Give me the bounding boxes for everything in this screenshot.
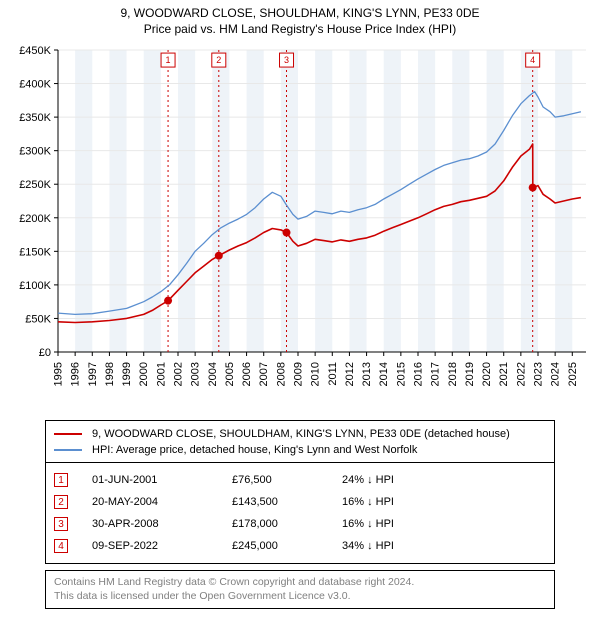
chart-titles: 9, WOODWARD CLOSE, SHOULDHAM, KING'S LYN…: [0, 0, 600, 36]
svg-text:£400K: £400K: [19, 79, 51, 91]
svg-text:2003: 2003: [190, 362, 202, 386]
svg-text:1995: 1995: [53, 362, 65, 386]
event-price: £245,000: [232, 540, 342, 552]
svg-text:£50K: £50K: [25, 313, 51, 325]
svg-text:2006: 2006: [241, 362, 253, 386]
legend-swatch-price-paid: [54, 433, 82, 435]
chart-svg: £0 £50K £100K £150K £200K £250K £300K £350K £400…: [0, 42, 600, 417]
event-pct: 34% ↓ HPI: [342, 540, 462, 552]
event-marker-2: 2: [54, 495, 68, 509]
svg-text:2019: 2019: [464, 362, 476, 386]
svg-text:£250K: £250K: [19, 179, 51, 191]
svg-text:1996: 1996: [70, 362, 82, 386]
svg-text:2021: 2021: [498, 362, 510, 386]
chart-container: { "title_main": "9, WOODWARD CLOSE, SHOU…: [0, 0, 600, 620]
legend: 9, WOODWARD CLOSE, SHOULDHAM, KING'S LYN…: [45, 420, 555, 464]
event-date: 30-APR-2008: [92, 518, 232, 530]
event-marker-4: 4: [54, 539, 68, 553]
event-row: 1 01-JUN-2001 £76,500 24% ↓ HPI: [54, 469, 546, 491]
footer-attribution: Contains HM Land Registry data © Crown c…: [45, 570, 555, 609]
svg-text:£150K: £150K: [19, 246, 51, 258]
events-table: 1 01-JUN-2001 £76,500 24% ↓ HPI 2 20-MAY…: [45, 462, 555, 564]
svg-text:2013: 2013: [361, 362, 373, 386]
title-main: 9, WOODWARD CLOSE, SHOULDHAM, KING'S LYN…: [0, 6, 600, 20]
legend-swatch-hpi: [54, 449, 82, 451]
svg-text:4: 4: [530, 55, 535, 65]
event-price: £76,500: [232, 474, 342, 486]
svg-text:2004: 2004: [207, 362, 219, 386]
svg-text:£100K: £100K: [19, 280, 51, 292]
legend-label: HPI: Average price, detached house, King…: [92, 444, 417, 456]
legend-item-price-paid: 9, WOODWARD CLOSE, SHOULDHAM, KING'S LYN…: [54, 426, 546, 442]
event-row: 2 20-MAY-2004 £143,500 16% ↓ HPI: [54, 491, 546, 513]
svg-text:2007: 2007: [258, 362, 270, 386]
svg-text:2012: 2012: [344, 362, 356, 386]
svg-text:2008: 2008: [275, 362, 287, 386]
event-row: 4 09-SEP-2022 £245,000 34% ↓ HPI: [54, 535, 546, 557]
svg-text:2002: 2002: [173, 362, 185, 386]
legend-label: 9, WOODWARD CLOSE, SHOULDHAM, KING'S LYN…: [92, 428, 510, 440]
event-price: £143,500: [232, 496, 342, 508]
event-row: 3 30-APR-2008 £178,000 16% ↓ HPI: [54, 513, 546, 535]
svg-text:2014: 2014: [378, 362, 390, 386]
event-date: 20-MAY-2004: [92, 496, 232, 508]
svg-text:£450K: £450K: [19, 45, 51, 57]
legend-item-hpi: HPI: Average price, detached house, King…: [54, 442, 546, 458]
svg-text:2024: 2024: [550, 362, 562, 386]
svg-text:2: 2: [216, 55, 221, 65]
svg-text:2015: 2015: [395, 362, 407, 386]
svg-text:2017: 2017: [430, 362, 442, 386]
event-date: 09-SEP-2022: [92, 540, 232, 552]
svg-text:£300K: £300K: [19, 146, 51, 158]
svg-text:2001: 2001: [155, 362, 167, 386]
title-sub: Price paid vs. HM Land Registry's House …: [0, 22, 600, 36]
event-marker-3: 3: [54, 517, 68, 531]
event-marker-1: 1: [54, 473, 68, 487]
footer-line-2: This data is licensed under the Open Gov…: [54, 589, 546, 603]
svg-text:3: 3: [284, 55, 289, 65]
svg-text:1998: 1998: [104, 362, 116, 386]
event-pct: 16% ↓ HPI: [342, 496, 462, 508]
svg-text:2009: 2009: [293, 362, 305, 386]
svg-text:1999: 1999: [121, 362, 133, 386]
svg-text:2005: 2005: [224, 362, 236, 386]
svg-text:£200K: £200K: [19, 213, 51, 225]
svg-text:2011: 2011: [327, 362, 339, 386]
chart-area: £0 £50K £100K £150K £200K £250K £300K £350K £400…: [0, 42, 600, 417]
svg-text:£0: £0: [39, 347, 51, 359]
svg-text:1: 1: [166, 55, 171, 65]
event-date: 01-JUN-2001: [92, 474, 232, 486]
svg-text:2023: 2023: [533, 362, 545, 386]
svg-text:2010: 2010: [310, 362, 322, 386]
svg-text:1997: 1997: [87, 362, 99, 386]
svg-text:2000: 2000: [138, 362, 150, 386]
svg-text:2018: 2018: [447, 362, 459, 386]
svg-text:2025: 2025: [567, 362, 579, 386]
event-pct: 16% ↓ HPI: [342, 518, 462, 530]
svg-text:2016: 2016: [413, 362, 425, 386]
event-price: £178,000: [232, 518, 342, 530]
footer-line-1: Contains HM Land Registry data © Crown c…: [54, 575, 546, 589]
svg-text:2020: 2020: [481, 362, 493, 386]
event-pct: 24% ↓ HPI: [342, 474, 462, 486]
svg-text:2022: 2022: [515, 362, 527, 386]
svg-text:£350K: £350K: [19, 112, 51, 124]
